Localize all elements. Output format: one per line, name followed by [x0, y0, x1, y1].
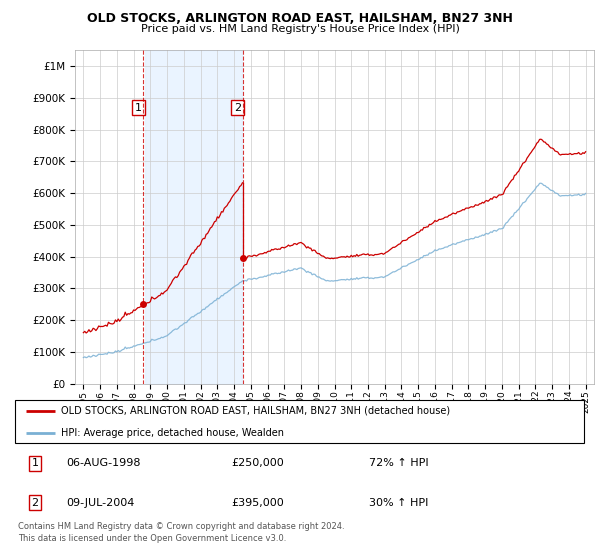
Text: 09-JUL-2004: 09-JUL-2004	[67, 498, 135, 507]
Text: 1: 1	[135, 102, 142, 113]
Text: 06-AUG-1998: 06-AUG-1998	[67, 459, 141, 468]
Text: OLD STOCKS, ARLINGTON ROAD EAST, HAILSHAM, BN27 3NH (detached house): OLD STOCKS, ARLINGTON ROAD EAST, HAILSHA…	[61, 406, 450, 416]
Text: 1: 1	[32, 459, 38, 468]
Text: 2: 2	[31, 498, 38, 507]
Text: Contains HM Land Registry data © Crown copyright and database right 2024.
This d: Contains HM Land Registry data © Crown c…	[18, 522, 344, 543]
Text: 30% ↑ HPI: 30% ↑ HPI	[369, 498, 428, 507]
Text: £395,000: £395,000	[231, 498, 284, 507]
Text: OLD STOCKS, ARLINGTON ROAD EAST, HAILSHAM, BN27 3NH: OLD STOCKS, ARLINGTON ROAD EAST, HAILSHA…	[87, 12, 513, 25]
Text: 72% ↑ HPI: 72% ↑ HPI	[369, 459, 429, 468]
Text: HPI: Average price, detached house, Wealden: HPI: Average price, detached house, Weal…	[61, 428, 284, 438]
FancyBboxPatch shape	[15, 400, 584, 443]
Text: 2: 2	[234, 102, 241, 113]
Text: £250,000: £250,000	[231, 459, 284, 468]
Text: Price paid vs. HM Land Registry's House Price Index (HPI): Price paid vs. HM Land Registry's House …	[140, 24, 460, 34]
